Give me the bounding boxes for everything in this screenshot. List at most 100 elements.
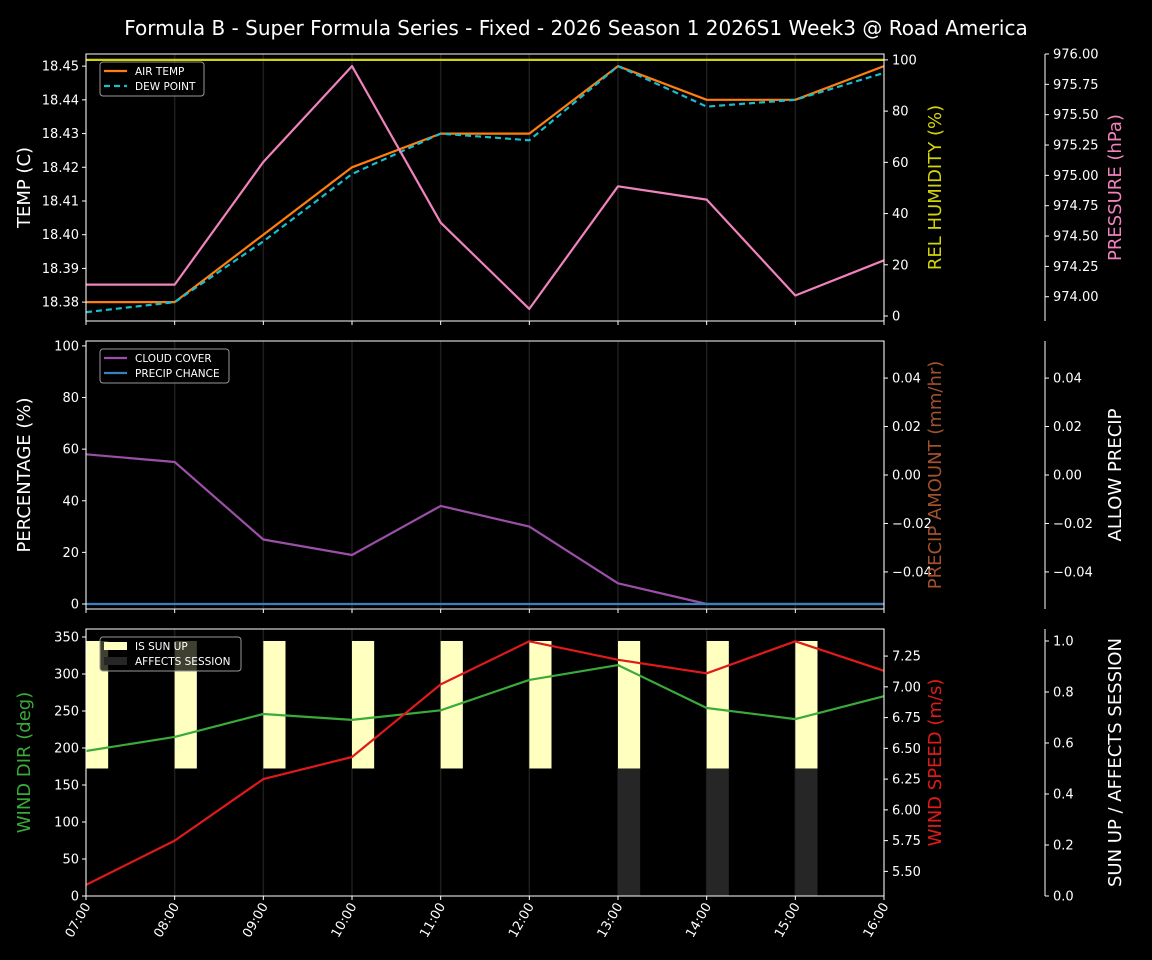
x-tick-label: 16:00 — [861, 901, 893, 941]
left-tick-label: 100 — [54, 815, 79, 830]
x-tick-label: 08:00 — [151, 901, 183, 941]
series-0-line — [85, 663, 885, 753]
right2-tick-label: 975.25 — [1053, 139, 1099, 154]
right1-tick-label: 6.50 — [892, 742, 921, 757]
right2-axis-label: SUN UP / AFFECTS SESSION — [1105, 638, 1126, 887]
affects-session-bar — [618, 768, 641, 896]
right1-tick-label: 5.50 — [892, 865, 921, 880]
right2-tick-label: 974.25 — [1053, 260, 1099, 275]
left-tick-label: 20 — [62, 546, 79, 561]
right2-tick-label: 974.50 — [1053, 230, 1099, 245]
left-tick-label: 18.42 — [42, 161, 79, 176]
panel-1: 18.38 18.39 18.40 18.41 18.42 18.43 18.44 18.45… — [14, 48, 1126, 325]
x-tick-label: 09:00 — [240, 901, 272, 941]
left-tick-label: 200 — [54, 741, 79, 756]
dew-point-line — [85, 64, 885, 314]
cloud-cover-line — [85, 453, 884, 606]
right1-tick-label: 80 — [892, 105, 909, 120]
right1-axis-label: REL HUMIDITY (%) — [925, 105, 946, 270]
right2-tick-label: 0.6 — [1053, 736, 1074, 751]
plot-frame — [85, 628, 885, 897]
right1-tick-label: −0.04 — [892, 565, 932, 580]
left-tick-label: 300 — [54, 667, 79, 682]
is-sun-up-bar — [529, 640, 552, 769]
legend-label: DEW POINT — [135, 81, 196, 93]
legend: AIR TEMP DEW POINT — [99, 61, 205, 97]
right2-tick-label: −0.04 — [1053, 565, 1093, 580]
is-sun-up-bar — [440, 640, 463, 769]
panel-3: 0 50 100 150 200 250 300 350 5.50 5.75 6.00 6.25 6.5… — [14, 628, 1126, 941]
right1-tick-label: 40 — [892, 207, 909, 222]
affects-session-bar — [795, 768, 818, 896]
series-3-line — [86, 64, 885, 310]
right2-tick-label: 0.04 — [1053, 372, 1082, 387]
legend-box — [99, 636, 242, 672]
left-tick-label: 18.44 — [42, 93, 79, 108]
left-tick-label: 50 — [62, 852, 79, 867]
right1-tick-label: −0.02 — [892, 517, 932, 532]
right1-tick-label: 0.04 — [892, 372, 921, 387]
x-tick-label: 13:00 — [595, 901, 627, 941]
right1-tick-label: 5.75 — [892, 834, 921, 849]
left-tick-label: 250 — [54, 704, 79, 719]
right2-axis-label: PRESSURE (hPa) — [1105, 114, 1126, 261]
left-axis-label: PERCENTAGE (%) — [14, 397, 35, 552]
is-sun-up-bar — [795, 640, 818, 769]
legend-swatch — [104, 657, 127, 665]
left-tick-label: 18.45 — [42, 60, 79, 75]
plot-frame — [85, 53, 885, 322]
left-axis-label: WIND DIR (deg) — [14, 692, 35, 834]
left-tick-label: 18.38 — [42, 296, 79, 311]
left-tick-label: 0 — [71, 597, 79, 612]
series-1-line — [85, 640, 885, 886]
is-sun-up-bar — [174, 640, 197, 769]
right2-tick-label: 975.50 — [1053, 108, 1099, 123]
legend-label: CLOUD COVER — [135, 353, 212, 365]
is-sun-up-bar — [263, 640, 286, 769]
left-tick-label: 18.39 — [42, 262, 79, 277]
legend-box — [99, 348, 230, 384]
right1-tick-label: 6.00 — [892, 803, 921, 818]
left-tick-label: 350 — [54, 630, 79, 645]
chart-title: Formula B - Super Formula Series - Fixed… — [124, 16, 1028, 40]
right2-tick-label: 975.00 — [1053, 169, 1099, 184]
left-tick-label: 18.43 — [42, 127, 79, 142]
x-tick-label: 14:00 — [683, 901, 715, 941]
air-temp-line — [86, 64, 885, 304]
affects-session-bar — [706, 768, 729, 896]
right1-tick-label: 0 — [892, 310, 900, 325]
x-tick-label: 07:00 — [63, 901, 95, 941]
panel-2: 0 20 40 60 80 100 −0.04 −0.02 0.00 0.02 0.04 −0.04 −… — [14, 339, 1126, 613]
legend-label: AIR TEMP — [135, 66, 184, 78]
left-tick-label: 18.41 — [42, 194, 79, 209]
left-tick-label: 0 — [71, 890, 79, 905]
is-sun-up-bar — [86, 640, 109, 769]
right1-axis-label: PRECIP AMOUNT (mm/hr) — [925, 361, 946, 590]
right2-tick-label: 0.0 — [1053, 890, 1074, 905]
right2-tick-label: 975.75 — [1053, 78, 1099, 93]
right1-tick-label: 7.00 — [892, 680, 921, 695]
is-sun-up-bar — [706, 640, 729, 769]
left-tick-label: 18.40 — [42, 228, 79, 243]
right1-tick-label: 6.25 — [892, 773, 921, 788]
right1-axis-label: WIND SPEED (m/s) — [925, 679, 946, 847]
left-tick-label: 100 — [54, 339, 79, 354]
right1-tick-label: 0.00 — [892, 469, 921, 484]
right1-tick-label: 60 — [892, 156, 909, 171]
legend-swatch — [104, 642, 127, 650]
right2-tick-label: 0.00 — [1053, 469, 1082, 484]
right1-tick-label: 0.02 — [892, 420, 921, 435]
legend: CLOUD COVER PRECIP CHANCE — [99, 348, 230, 384]
right2-tick-label: 0.8 — [1053, 685, 1074, 700]
legend: IS SUN UP AFFECTS SESSION — [99, 636, 242, 672]
right2-tick-label: 974.75 — [1053, 199, 1099, 214]
left-tick-label: 150 — [54, 778, 79, 793]
right2-tick-label: 976.00 — [1053, 48, 1099, 63]
legend-label: AFFECTS SESSION — [135, 656, 231, 668]
right2-axis-label: ALLOW PRECIP — [1105, 408, 1126, 541]
x-tick-label: 15:00 — [772, 901, 804, 941]
left-axis-label: TEMP (C) — [14, 147, 35, 229]
left-tick-label: 40 — [62, 494, 79, 509]
x-tick-label: 10:00 — [329, 901, 361, 941]
